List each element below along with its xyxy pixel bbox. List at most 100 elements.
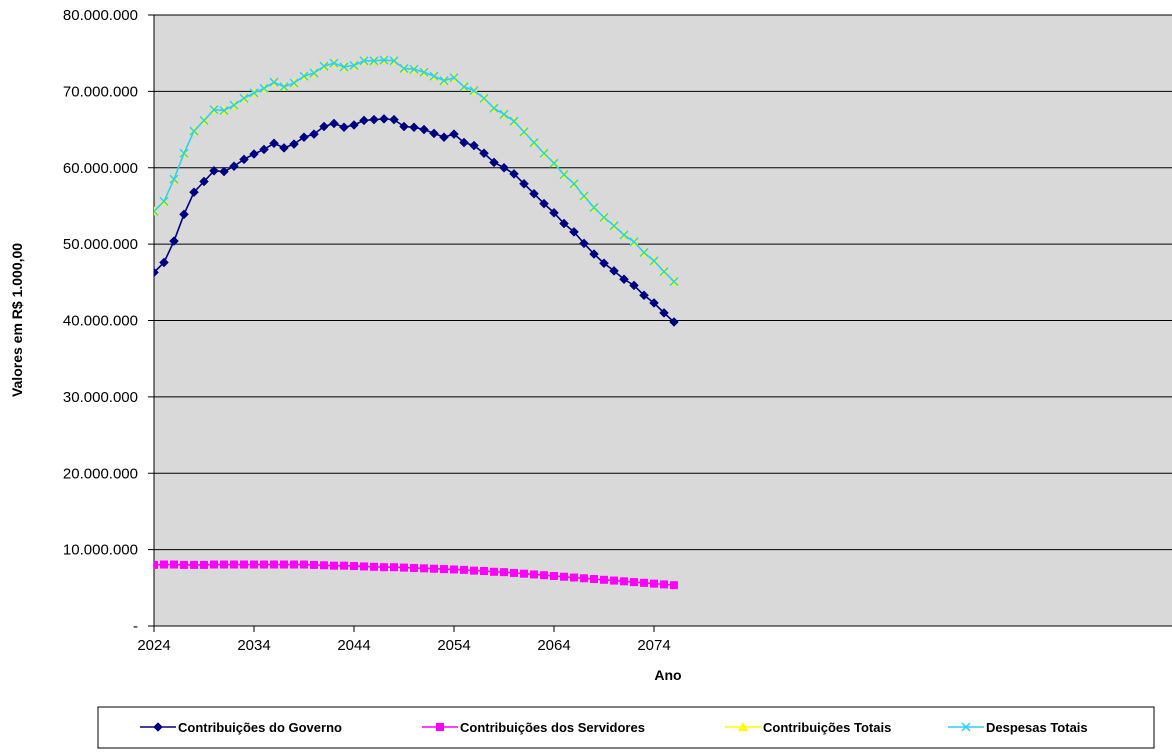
data-point <box>160 560 168 569</box>
data-point <box>269 77 279 87</box>
data-point <box>489 103 499 113</box>
y-tick-label: 20.000.000 <box>63 465 138 482</box>
data-point <box>589 202 599 212</box>
data-point <box>490 567 498 576</box>
data-point <box>290 560 298 569</box>
data-point <box>340 561 348 570</box>
data-point <box>180 560 188 569</box>
data-point <box>259 83 269 93</box>
data-point <box>570 573 578 582</box>
data-point <box>519 127 529 137</box>
data-point <box>579 238 589 249</box>
data-point <box>359 56 369 66</box>
data-point <box>309 129 319 139</box>
data-point <box>550 571 558 580</box>
data-point <box>439 76 449 86</box>
data-point <box>429 128 439 139</box>
data-point <box>500 568 508 577</box>
data-point <box>330 561 338 570</box>
data-point <box>379 114 389 124</box>
x-tick-label: 2024 <box>137 637 170 654</box>
y-tick-label: 30.000.000 <box>63 389 138 406</box>
data-point <box>580 574 588 583</box>
data-point <box>509 116 519 126</box>
data-point <box>439 132 449 143</box>
data-point <box>539 198 549 209</box>
data-point <box>599 212 609 222</box>
data-point <box>279 143 289 153</box>
data-point <box>219 105 229 115</box>
y-tick-label: - <box>133 618 138 635</box>
data-point <box>349 60 359 70</box>
legend-label: Contribuições do Governo <box>178 720 342 735</box>
y-tick-label: 70.000.000 <box>63 83 138 100</box>
data-point <box>430 564 438 573</box>
data-point <box>529 138 539 148</box>
data-point <box>299 132 309 143</box>
series-despesas-totais <box>154 55 679 287</box>
data-point <box>420 564 428 573</box>
data-point <box>240 560 248 569</box>
data-point <box>359 115 369 126</box>
data-point <box>369 114 379 125</box>
y-tick-label: 80.000.000 <box>63 7 138 24</box>
data-point <box>379 55 389 65</box>
data-point <box>669 317 679 327</box>
data-point <box>349 120 359 130</box>
axis-labels: Ano Valores em R$ 1.000,00 <box>9 243 682 683</box>
data-point <box>419 124 429 135</box>
data-point <box>569 227 579 237</box>
data-point <box>470 566 478 575</box>
data-point <box>270 560 278 569</box>
data-point <box>399 121 409 132</box>
data-point <box>649 298 659 308</box>
data-point <box>339 62 349 72</box>
data-point <box>639 247 649 258</box>
data-point <box>469 86 479 96</box>
data-point <box>199 115 209 125</box>
data-point <box>659 308 669 318</box>
data-point <box>179 209 189 220</box>
data-point <box>669 277 679 287</box>
data-point <box>299 71 309 81</box>
x-tick-label: 2064 <box>537 637 570 654</box>
data-point <box>609 221 619 231</box>
data-point <box>300 560 308 569</box>
data-point <box>410 563 418 572</box>
data-point <box>460 565 468 574</box>
data-point <box>230 560 238 569</box>
data-point <box>260 560 268 569</box>
data-point <box>154 560 158 569</box>
data-point <box>210 560 218 569</box>
data-point <box>559 218 569 229</box>
data-point <box>610 576 618 585</box>
data-point <box>589 249 599 259</box>
data-point <box>450 565 458 574</box>
data-point <box>539 148 549 158</box>
data-point <box>619 274 629 285</box>
data-point <box>469 140 479 151</box>
data-point <box>620 577 628 586</box>
data-point <box>579 191 589 201</box>
data-point <box>154 206 159 216</box>
data-point <box>670 581 678 590</box>
data-point <box>599 258 609 269</box>
data-point <box>350 562 358 571</box>
legend-item-despesas-totais: Despesas Totais <box>948 720 1088 735</box>
data-point <box>249 88 259 98</box>
y-tick-label: 60.000.000 <box>63 160 138 177</box>
data-point <box>660 580 668 589</box>
data-point <box>220 560 228 569</box>
data-point <box>659 267 669 277</box>
data-point <box>200 560 208 569</box>
data-point <box>229 100 239 110</box>
data-point <box>280 560 288 569</box>
data-point <box>499 109 509 119</box>
legend-label: Despesas Totais <box>986 720 1088 735</box>
data-point <box>239 154 249 165</box>
data-point <box>559 170 569 180</box>
data-point <box>459 137 469 148</box>
data-point <box>329 58 339 68</box>
legend-marker <box>738 722 748 731</box>
y-axis-title: Valores em R$ 1.000,00 <box>9 243 25 397</box>
